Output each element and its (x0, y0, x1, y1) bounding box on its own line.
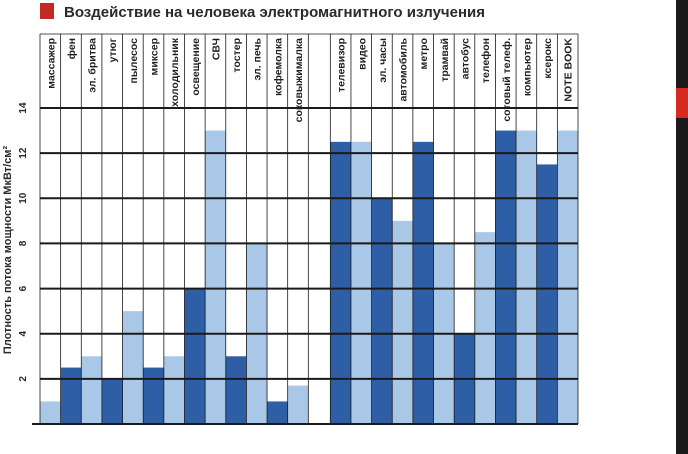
bar-18 (412, 141, 434, 424)
bar-3 (81, 356, 102, 424)
bar-4 (101, 378, 123, 424)
y-tick-label: 4 (18, 330, 29, 336)
category-label: ксерокс (542, 38, 554, 79)
y-axis-label: Плотность потока мощности МкВт/см² (2, 146, 14, 355)
chart-title: Воздействие на человека электромагнитног… (64, 4, 485, 21)
bar-24 (536, 164, 558, 424)
category-label: видео (356, 38, 368, 70)
y-tick-label: 12 (18, 147, 29, 159)
bar-22 (495, 130, 517, 425)
category-label: сотовый телеф. (501, 38, 513, 122)
category-label: холодильник (169, 37, 181, 107)
y-tick-label: 2 (18, 376, 29, 382)
category-label: трамвай (439, 38, 451, 82)
category-label: автобус (459, 38, 471, 79)
category-label: массажер (45, 38, 57, 89)
category-label: фен (66, 38, 78, 59)
bar-1 (40, 401, 61, 424)
bar-13 (287, 385, 309, 424)
category-label: освещение (190, 38, 202, 96)
bar-14 (330, 141, 351, 424)
y-tick-label: 8 (18, 240, 29, 246)
y-tick-label: 10 (18, 192, 29, 204)
category-label: соковыжималка (293, 38, 305, 122)
bar-6 (143, 367, 164, 424)
category-label: утюг (107, 37, 119, 62)
y-tick-label: 14 (18, 102, 29, 114)
bar-5 (122, 311, 144, 424)
bar-9 (205, 130, 226, 425)
category-label: пылесос (128, 38, 140, 84)
side-panel (676, 0, 688, 454)
bar-10 (225, 356, 247, 424)
bar-23 (516, 130, 537, 425)
bar-15 (350, 141, 372, 424)
bar-8 (184, 288, 206, 424)
y-tick-label: 6 (18, 285, 29, 291)
bar-17 (392, 220, 413, 424)
bar-12 (267, 401, 288, 424)
category-label: СВЧ (210, 38, 222, 60)
bar-21 (474, 232, 496, 424)
category-label: метро (418, 38, 430, 69)
bar-7 (163, 356, 185, 424)
bar-2 (60, 367, 82, 424)
category-label: эл. печь (252, 37, 264, 80)
category-label: телефон (480, 38, 492, 83)
side-accent (676, 88, 688, 118)
category-label: миксер (149, 38, 161, 75)
category-label: эл. бритва (87, 38, 99, 93)
category-label: кофемолка (272, 38, 284, 96)
bar-25 (557, 130, 578, 425)
category-label: телевизор (336, 38, 348, 92)
category-label: компьютер (521, 38, 533, 96)
bar-16 (371, 198, 393, 424)
category-label: тостер (231, 38, 243, 73)
category-label: автомобиль (398, 37, 410, 101)
category-label: эл. часы (377, 38, 389, 83)
category-label: NOTE BOOK (563, 38, 575, 102)
title-marker (40, 3, 54, 19)
plot-area: 2 4 6 8 10 12 14 массажер фен эл. бритва утюг пылес… (18, 33, 579, 425)
